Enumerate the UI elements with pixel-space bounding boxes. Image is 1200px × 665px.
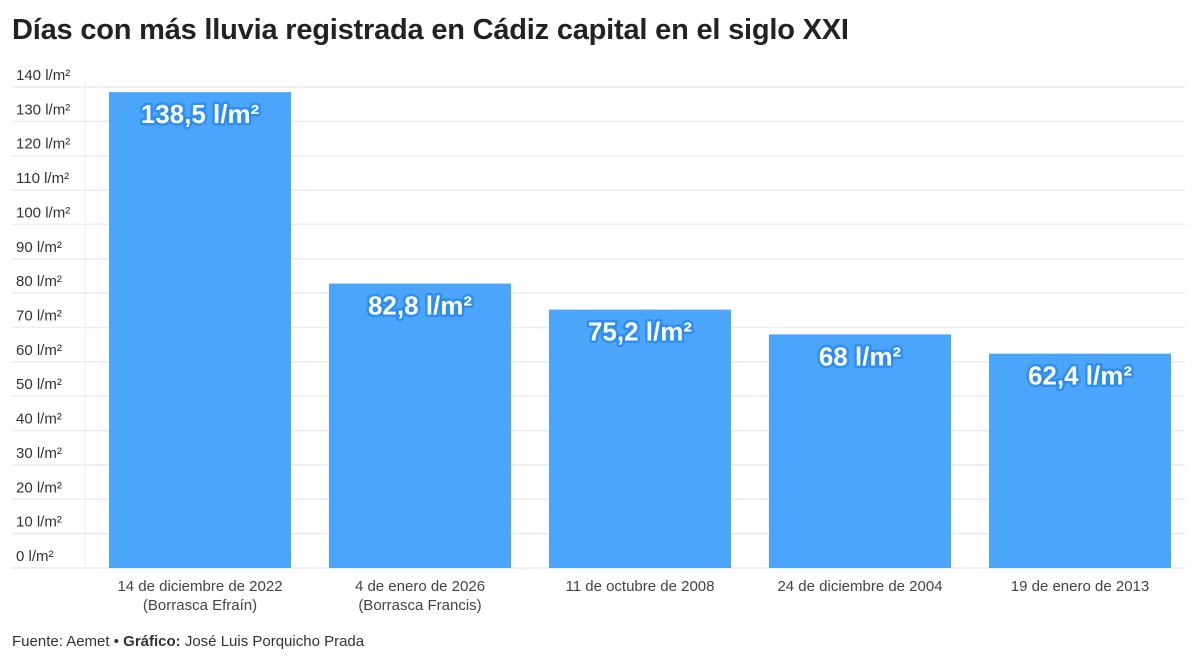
chart-title: Días con más lluvia registrada en Cádiz … [12,14,849,46]
y-tick-label: 110 l/m² [16,170,69,187]
y-tick-label: 60 l/m² [16,342,62,359]
x-tick-label: 11 de octubre de 2008 [565,578,714,595]
y-tick-label: 30 l/m² [16,445,62,462]
credit-text: José Luis Porquicho Prada [180,633,365,650]
y-tick-label: 40 l/m² [16,411,62,428]
y-tick-label: 0 l/m² [16,548,54,565]
data-label: 138,5 l/m² [141,99,260,129]
y-tick-label: 140 l/m² [16,67,70,84]
data-label: 82,8 l/m² [368,291,472,321]
bar [769,334,951,568]
data-label: 68 l/m² [819,341,902,371]
data-label: 75,2 l/m² [588,317,692,347]
y-tick-label: 70 l/m² [16,308,62,325]
y-tick-label: 100 l/m² [16,204,70,221]
data-label: 62,4 l/m² [1028,361,1132,391]
bar-chart: 0 l/m² 10 l/m² 20 l/m² 30 l/m² 40 l/m² 50 l/m… [12,67,1185,614]
y-tick-label: 120 l/m² [16,136,70,153]
y-tick-label: 130 l/m² [16,101,70,118]
bar [989,353,1171,568]
x-tick-label: 24 de diciembre de 2004 [777,578,942,595]
x-tick-label: 14 de diciembre de 2022 [117,578,282,595]
y-tick-label: 50 l/m² [16,376,62,393]
y-tick-label: 90 l/m² [16,239,62,256]
x-tick-label: 4 de enero de 2026 [355,578,485,595]
credit-label: Gráfico: [123,633,181,650]
y-tick-label: 80 l/m² [16,273,62,290]
y-tick-label: 20 l/m² [16,479,62,496]
footer: Fuente: Aemet • Gráfico: José Luis Porqu… [12,633,364,650]
y-tick-label: 10 l/m² [16,514,62,531]
bar [549,309,731,568]
x-tick-label: (Borrasca Efraín) [143,597,257,614]
source-text: Fuente: Aemet • [12,633,124,650]
x-tick-label: 19 de enero de 2013 [1011,578,1149,595]
x-tick-label: (Borrasca Francis) [358,597,481,614]
bar [329,283,511,568]
bar [109,92,291,569]
